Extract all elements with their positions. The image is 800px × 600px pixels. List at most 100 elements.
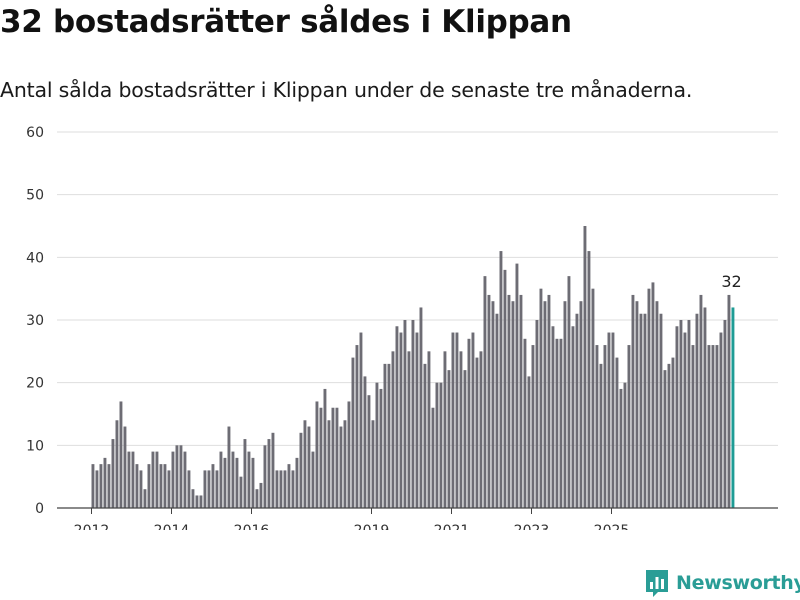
bar (171, 451, 175, 508)
bar (99, 464, 103, 508)
newsworthy-brand[interactable]: Newsworthy (644, 568, 800, 598)
bar (203, 470, 207, 508)
bar (311, 451, 315, 508)
bar (199, 495, 203, 508)
bar (191, 489, 195, 508)
x-tick-label: 2025 (594, 523, 630, 530)
bar (547, 294, 551, 508)
brand-name: Newsworthy (676, 572, 800, 594)
bar (143, 489, 147, 508)
bar (395, 326, 399, 508)
y-tick-label: 50 (26, 188, 44, 204)
bar (119, 401, 123, 508)
bar (407, 351, 411, 508)
bar (623, 382, 627, 508)
bar (687, 320, 691, 508)
bar (459, 351, 463, 508)
bar (539, 288, 543, 508)
bar (135, 464, 139, 508)
bar (695, 313, 699, 508)
bar (691, 345, 695, 508)
bar (91, 464, 95, 508)
bar (727, 294, 731, 508)
bar (295, 457, 299, 508)
bar (467, 338, 471, 508)
bar (543, 301, 547, 508)
bar (511, 301, 515, 508)
bar (239, 476, 243, 508)
y-tick-label: 60 (26, 125, 44, 141)
bar (423, 363, 427, 508)
last-value-label: 32 (721, 272, 741, 291)
bar (379, 388, 383, 508)
bar (323, 388, 327, 508)
bar (387, 363, 391, 508)
bar (667, 363, 671, 508)
bar (391, 351, 395, 508)
bar (651, 282, 655, 508)
bar (551, 326, 555, 508)
bar (507, 294, 511, 508)
bar (447, 370, 451, 508)
bar (575, 313, 579, 508)
bar (591, 288, 595, 508)
bar (659, 313, 663, 508)
bar (375, 382, 379, 508)
x-tick-label: 2021 (434, 523, 470, 530)
bar (319, 407, 323, 508)
bar (675, 326, 679, 508)
bar (339, 426, 343, 508)
bar (271, 432, 275, 508)
bar (255, 489, 259, 508)
x-tick-label: 2023 (514, 523, 550, 530)
bar (523, 338, 527, 508)
bar (599, 363, 603, 508)
bar (231, 451, 235, 508)
bar-chart: 0 10 20 30 40 50 60 2012 2014 2016 2019 2021 2023 202… (26, 125, 778, 530)
newsworthy-logo-icon (646, 570, 668, 597)
bar (487, 294, 491, 508)
bar (267, 439, 271, 508)
bar-highlight (731, 307, 735, 508)
bar (483, 276, 487, 508)
bar (639, 313, 643, 508)
bar (519, 294, 523, 508)
bar (195, 495, 199, 508)
bar (247, 451, 251, 508)
bar (367, 395, 371, 508)
bar (435, 382, 439, 508)
bar (155, 451, 159, 508)
bar (563, 301, 567, 508)
bar (531, 345, 535, 508)
bar (327, 420, 331, 508)
bar (451, 332, 455, 508)
bar (711, 345, 715, 508)
x-axis (57, 507, 778, 514)
bar (635, 301, 639, 508)
bar (595, 345, 599, 508)
y-tick-label: 30 (26, 313, 44, 329)
bar (571, 326, 575, 508)
bar (347, 401, 351, 508)
bar (183, 451, 187, 508)
y-tick-label: 10 (26, 438, 44, 454)
bar (503, 269, 507, 508)
bar (703, 307, 707, 508)
bar (363, 376, 367, 508)
bar (583, 226, 587, 508)
bar (431, 407, 435, 508)
bar (719, 332, 723, 508)
bar (443, 351, 447, 508)
x-tick-label: 2016 (234, 523, 270, 530)
bar (243, 439, 247, 508)
bar (707, 345, 711, 508)
x-tick-label: 2012 (74, 523, 110, 530)
bar (115, 420, 119, 508)
y-tick-label: 40 (26, 250, 44, 266)
x-tick-label: 2014 (154, 523, 190, 530)
bar (607, 332, 611, 508)
bar (263, 445, 267, 508)
bar (175, 445, 179, 508)
bar (167, 470, 171, 508)
bar (283, 470, 287, 508)
